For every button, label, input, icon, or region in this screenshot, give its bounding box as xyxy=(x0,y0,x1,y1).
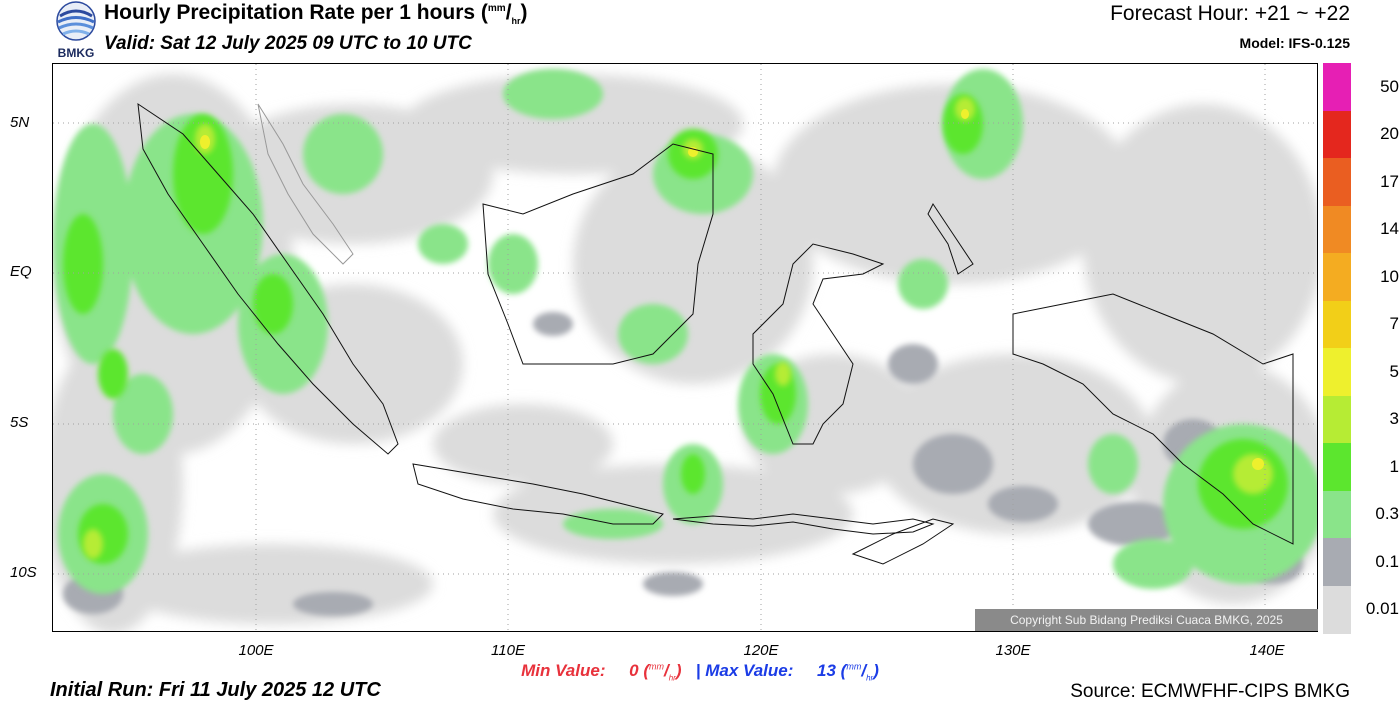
colorbar-swatch xyxy=(1323,63,1351,111)
colorbar-label: 14 xyxy=(1380,219,1399,239)
colorbar xyxy=(1323,63,1351,634)
colorbar-swatch xyxy=(1323,395,1351,444)
precip-layer-5 xyxy=(200,109,1264,470)
colorbar-label: 1 xyxy=(1389,456,1399,476)
lon-label-130e: 130E xyxy=(995,642,1031,659)
lon-label-140e: 140E xyxy=(1249,642,1285,659)
copyright-badge: Copyright Sub Bidang Prediksi Cuaca BMKG… xyxy=(975,609,1318,631)
colorbar-swatch xyxy=(1323,585,1351,634)
colorbar-swatch xyxy=(1323,490,1351,539)
colorbar-label: 20 xyxy=(1380,124,1399,144)
colorbar-label: 17 xyxy=(1380,171,1399,191)
colorbar-label: 7 xyxy=(1389,314,1399,334)
stats-separator: | xyxy=(695,661,701,680)
colorbar-label: 5 xyxy=(1389,361,1399,381)
colorbar-swatch xyxy=(1323,538,1351,586)
colorbar-swatch xyxy=(1323,300,1351,349)
lon-label-100e: 100E xyxy=(238,642,274,659)
max-value-label: Max Value: xyxy=(705,661,794,680)
colorbar-swatch xyxy=(1323,253,1351,301)
coastlines xyxy=(137,102,1294,565)
max-value: 13 xyxy=(817,661,836,680)
precipitation-map[interactable] xyxy=(52,63,1318,632)
colorbar-swatch xyxy=(1323,158,1351,206)
colorbar-label: 0.3 xyxy=(1375,504,1399,524)
initial-run: Initial Run: Fri 11 July 2025 12 UTC xyxy=(50,679,381,701)
colorbar-label: 10 xyxy=(1380,266,1399,286)
forecast-hour: Forecast Hour: +21 ~ +22 xyxy=(1110,2,1350,25)
colorbar-label: 0.1 xyxy=(1375,551,1399,571)
graticule xyxy=(53,64,1317,631)
colorbar-label: 0.01 xyxy=(1365,599,1399,619)
lon-label-120e: 120E xyxy=(743,642,779,659)
lat-label-5s: 5S xyxy=(10,414,29,431)
min-value-label: Min Value: xyxy=(521,661,606,680)
colorbar-swatch xyxy=(1323,443,1351,491)
colorbar-swatch xyxy=(1323,348,1351,396)
map-canvas xyxy=(53,64,1317,631)
lon-label-110e: 110E xyxy=(491,642,525,659)
min-value: 0 xyxy=(629,661,639,680)
lat-label-10s: 10S xyxy=(10,564,37,581)
lat-label-eq: EQ xyxy=(10,263,32,280)
min-max-values: Min Value: 0 (mm/hr) | Max Value: 13 (mm… xyxy=(521,661,879,683)
colorbar-label: 50 xyxy=(1380,76,1399,96)
chart-title: Hourly Precipitation Rate per 1 hours (m… xyxy=(104,1,528,27)
svg-text:BMKG: BMKG xyxy=(58,46,95,60)
bmkg-logo: BMKG xyxy=(56,1,96,60)
colorbar-swatch xyxy=(1323,110,1351,159)
colorbar-swatch xyxy=(1323,205,1351,254)
valid-time: Valid: Sat 12 July 2025 09 UTC to 10 UTC xyxy=(104,33,472,54)
lat-label-5n: 5N xyxy=(10,114,30,131)
model-name: Model: IFS-0.125 xyxy=(1239,35,1350,51)
colorbar-label: 3 xyxy=(1389,409,1399,429)
data-source: Source: ECMWFHF-CIPS BMKG xyxy=(1070,681,1350,702)
